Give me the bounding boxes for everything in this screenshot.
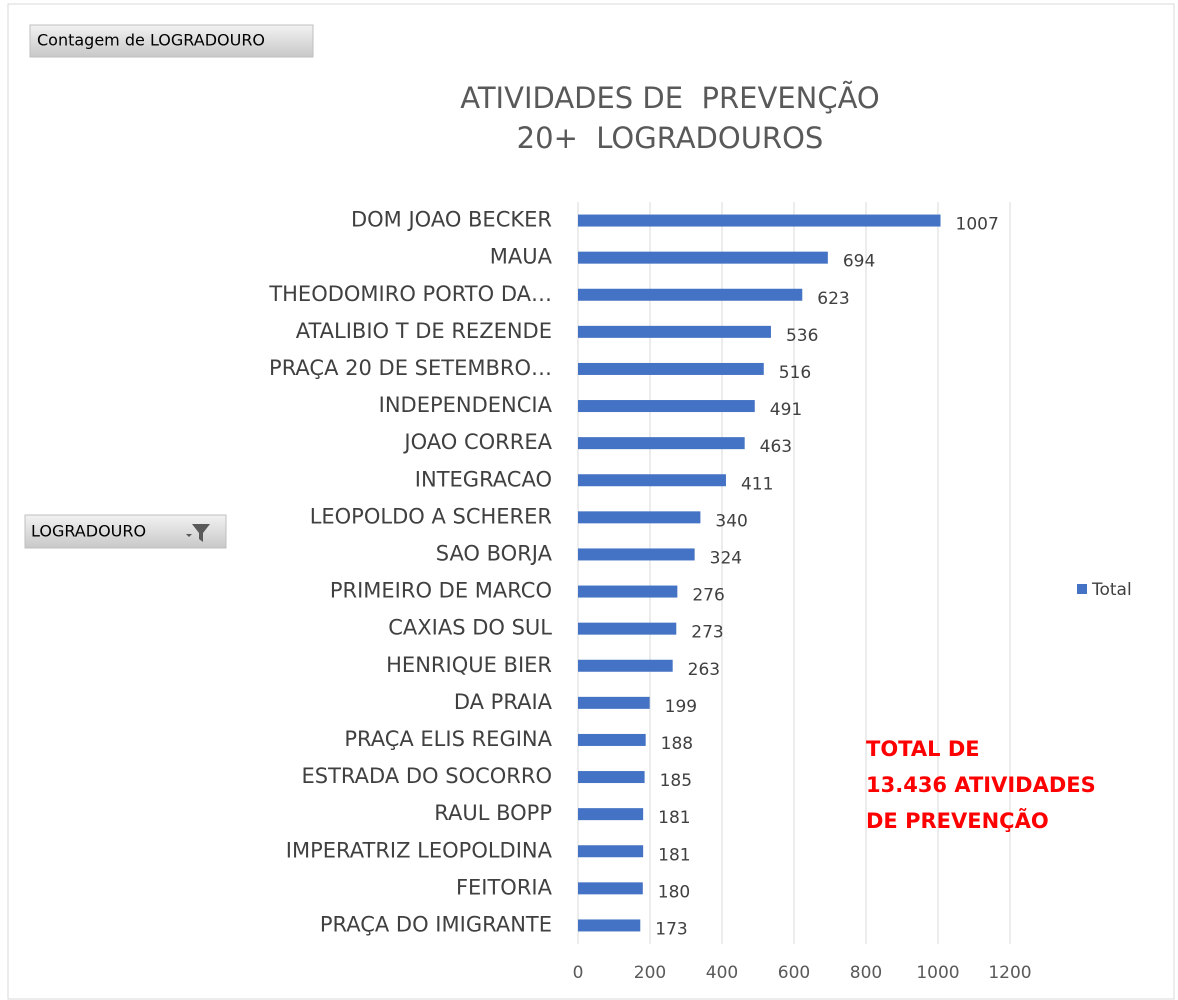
- x-tick-label: 600: [778, 963, 810, 983]
- axis-field-button[interactable]: [24, 514, 227, 549]
- y-tick-label: DOM JOAO BECKER: [351, 208, 552, 232]
- x-tick-label: 800: [850, 963, 882, 983]
- data-label: 463: [760, 437, 792, 457]
- bar: [578, 474, 726, 487]
- bar: [578, 325, 771, 338]
- filter-icon: [186, 524, 210, 542]
- x-tick-label: 200: [634, 963, 666, 983]
- annotation: TOTAL DE: [866, 737, 980, 761]
- bar: [578, 362, 764, 375]
- y-tick-label: LEOPOLDO A SCHERER: [310, 504, 552, 528]
- y-tick-label: FEITORIA: [456, 875, 553, 899]
- data-label: 181: [658, 808, 690, 828]
- y-tick-label: CAXIAS DO SUL: [388, 616, 552, 640]
- bar: [578, 882, 643, 895]
- y-tick-label: MAUA: [490, 245, 553, 269]
- y-tick-label: HENRIQUE BIER: [386, 653, 552, 677]
- x-tick-label: 0: [573, 963, 584, 983]
- data-label: 276: [692, 586, 724, 606]
- data-label: 263: [688, 660, 720, 680]
- y-tick-label: PRAÇA DO IMIGRANTE: [320, 912, 552, 936]
- data-label: 623: [817, 289, 849, 309]
- bar: [578, 659, 673, 672]
- data-label: 694: [843, 252, 875, 272]
- y-tick-label: JOAO CORREA: [402, 430, 552, 454]
- data-label: 340: [715, 511, 747, 531]
- x-tick-label: 400: [706, 963, 738, 983]
- x-tick-label: 1200: [988, 963, 1031, 983]
- bar: [578, 400, 755, 413]
- data-label: 185: [660, 771, 692, 791]
- axis-field-label: LOGRADOURO: [31, 522, 146, 541]
- y-tick-label: IMPERATRIZ LEOPOLDINA: [286, 838, 553, 862]
- y-tick-label: PRAÇA ELIS REGINA: [344, 727, 552, 751]
- x-tick-label: 1000: [916, 963, 959, 983]
- y-tick-label: PRIMEIRO DE MARCO: [330, 579, 552, 603]
- data-label: 199: [665, 697, 697, 717]
- chart-border: [7, 3, 1175, 1000]
- data-label: 516: [779, 363, 811, 383]
- y-tick-label: DA PRAIA: [454, 690, 553, 714]
- data-label: 491: [770, 400, 802, 420]
- chart-title: 20+ LOGRADOUROS: [517, 121, 824, 155]
- bar: [578, 771, 645, 784]
- bar: [578, 845, 644, 858]
- data-label: 411: [741, 474, 773, 494]
- data-label: 536: [786, 326, 818, 346]
- y-tick-label: SAO BORJA: [436, 541, 553, 565]
- bar: [578, 511, 701, 524]
- bar: [578, 919, 641, 932]
- y-tick-label: PRAÇA 20 DE SETEMBRO…: [269, 356, 552, 380]
- data-label: 181: [658, 845, 690, 865]
- value-field-button[interactable]: [29, 24, 314, 58]
- y-tick-label: INTEGRACAO: [415, 467, 552, 491]
- data-label: 173: [655, 919, 687, 939]
- legend-label: Total: [1091, 580, 1132, 600]
- bar: [578, 622, 677, 635]
- bar: [578, 808, 644, 821]
- data-label: 1007: [956, 215, 999, 235]
- data-label: 324: [710, 548, 742, 568]
- y-tick-label: THEODOMIRO PORTO DA…: [268, 282, 552, 306]
- value-field-label: Contagem de LOGRADOURO: [37, 31, 265, 50]
- bar: [578, 733, 646, 746]
- data-label: 273: [691, 623, 723, 643]
- annotation: 13.436 ATIVIDADES: [866, 773, 1096, 797]
- bar: [578, 696, 650, 709]
- bar: [578, 288, 803, 301]
- y-tick-label: RAUL BOPP: [434, 801, 552, 825]
- bar: [578, 548, 695, 561]
- y-tick-label: ESTRADA DO SOCORRO: [301, 764, 552, 788]
- data-label: 180: [658, 882, 690, 902]
- legend-swatch: [1077, 584, 1087, 594]
- bar: [578, 437, 745, 450]
- bar: [578, 585, 678, 598]
- y-tick-label: ATALIBIO T DE REZENDE: [296, 319, 552, 343]
- bar: [578, 214, 941, 227]
- data-label: 188: [661, 734, 693, 754]
- annotation: DE PREVENÇÃO: [866, 808, 1049, 833]
- bar: [578, 251, 828, 264]
- chart-title: ATIVIDADES DE PREVENÇÃO: [460, 81, 880, 115]
- y-tick-label: INDEPENDENCIA: [379, 393, 553, 417]
